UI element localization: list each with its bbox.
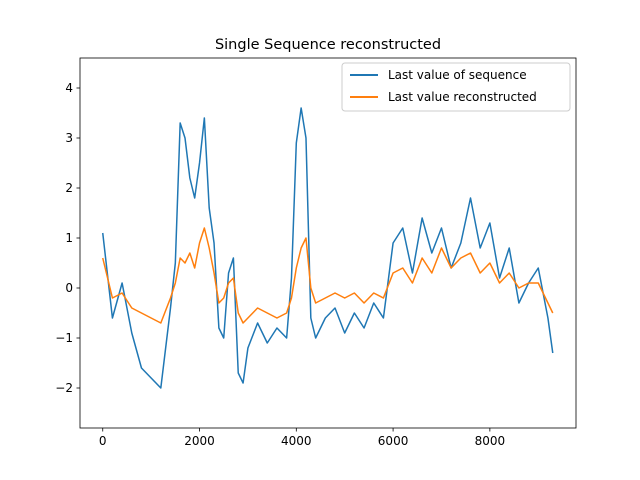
y-axis: −2 −1 0 1 2 3 4 xyxy=(55,81,80,395)
x-tick-label: 0 xyxy=(99,434,107,448)
legend-label-sequence: Last value of sequence xyxy=(388,68,527,82)
series-line-sequence xyxy=(101,107,554,389)
y-tick-label: 3 xyxy=(65,131,73,145)
y-tick-label: 2 xyxy=(65,181,73,195)
chart-title: Single Sequence reconstructed xyxy=(215,37,441,53)
x-tick-label: 8000 xyxy=(475,434,506,448)
y-tick-label: 0 xyxy=(65,281,73,295)
series-layer xyxy=(101,107,554,389)
y-tick-label: −2 xyxy=(55,381,73,395)
series-line-reconstructed xyxy=(102,227,554,324)
y-tick-label: −1 xyxy=(55,331,73,345)
x-axis: 0 2000 4000 6000 8000 xyxy=(99,428,505,448)
x-tick-label: 6000 xyxy=(378,434,409,448)
y-tick-label: 4 xyxy=(65,81,73,95)
legend-label-reconstructed: Last value reconstructed xyxy=(388,90,537,104)
legend: Last value of sequence Last value recons… xyxy=(341,62,571,112)
x-tick-label: 4000 xyxy=(281,434,312,448)
legend-box xyxy=(341,62,571,112)
x-tick-label: 2000 xyxy=(184,434,215,448)
plot-frame xyxy=(79,57,577,429)
y-tick-label: 1 xyxy=(65,231,73,245)
